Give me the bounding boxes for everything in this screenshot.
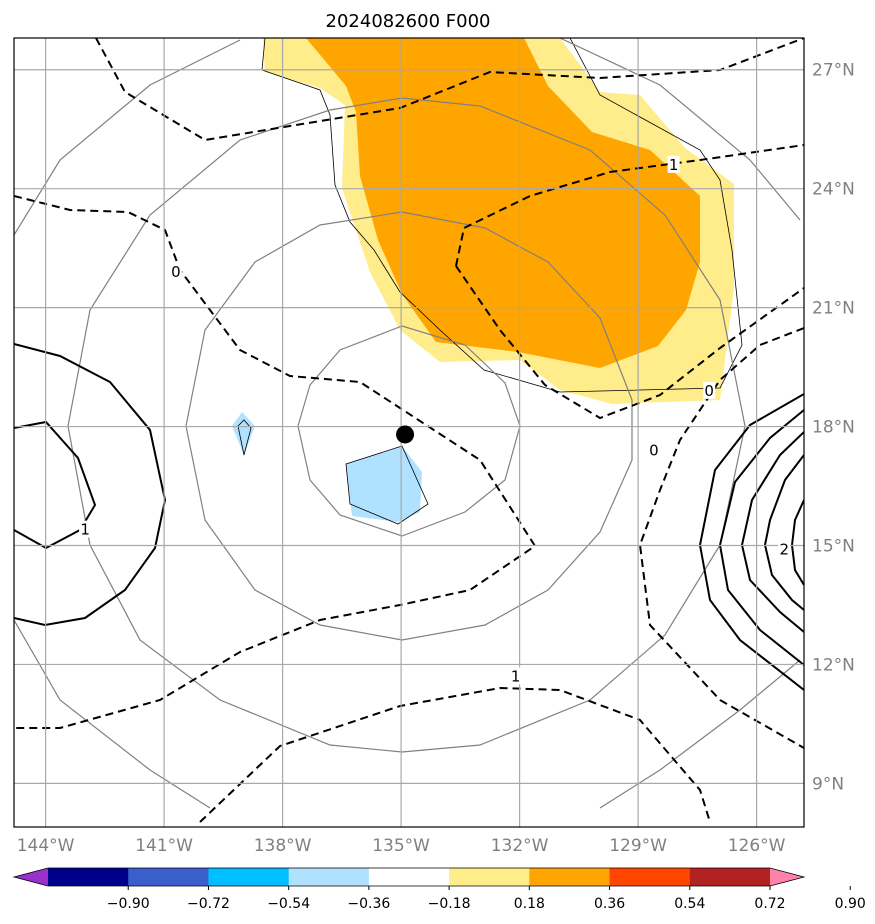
lon-tick-label: 141°W <box>135 836 193 856</box>
contour-label-background <box>647 441 660 459</box>
solid-contour-east-5 <box>790 499 804 586</box>
contour-label-background <box>79 520 92 538</box>
contour-label: 0 <box>171 263 181 281</box>
colorbar-segment <box>288 868 370 886</box>
colorbar-tick-label: −0.90 <box>107 896 150 912</box>
lat-tick-label: 24°N <box>812 180 855 200</box>
lon-tick-label: 129°W <box>609 836 667 856</box>
negative-anomaly-small-fill <box>232 412 255 455</box>
range-ring-4 <box>14 38 801 809</box>
colorbar-segment <box>609 868 691 886</box>
lat-tick-label: 9°N <box>812 774 844 794</box>
lat-tick-label: 15°N <box>812 536 855 556</box>
gridlines <box>14 38 804 827</box>
contour-label: 2 <box>779 540 789 558</box>
negative-anomaly-outline <box>345 445 429 525</box>
colorbar-tick-label: 0.18 <box>514 896 545 912</box>
lat-tick-label: 27°N <box>812 61 855 81</box>
colorbar-tick-label: 0.72 <box>754 896 785 912</box>
colorbar-outline <box>12 867 806 887</box>
colorbar: −0.90 −0.72 −0.54 −0.36 −0.18 0.18 0.36 0.54 0.7… <box>12 867 866 912</box>
lon-tick-label: 126°W <box>728 836 786 856</box>
contour-label-background <box>667 155 680 173</box>
dashed-contour-one-north <box>455 144 804 267</box>
range-ring-2 <box>185 211 633 641</box>
colorbar-tick-label: −0.36 <box>347 896 390 912</box>
lat-tick-label: 12°N <box>812 655 855 675</box>
plot-frame <box>13 37 805 828</box>
lon-tick-label: 135°W <box>372 836 430 856</box>
dashed-contour-zero-east <box>638 327 804 749</box>
dashed-contours <box>14 38 804 823</box>
contour-label: 1 <box>669 156 679 174</box>
colorbar-tick-label: 0.54 <box>674 896 705 912</box>
storm-center-marker <box>396 425 415 444</box>
lon-tick-label: 144°W <box>17 836 75 856</box>
dashed-contour-one-south <box>199 686 711 823</box>
colorbar-segment <box>529 868 611 886</box>
contour-label-background <box>169 262 182 280</box>
map-area: 1 0 0 0 1 2 1 <box>14 38 804 827</box>
contour-label: 1 <box>511 667 521 685</box>
colorbar-segment <box>689 868 771 886</box>
dashed-contour-zero-west <box>14 195 537 729</box>
negative-anomaly-fill <box>346 446 422 522</box>
longitude-labels: 144°W 141°W 138°W 135°W 132°W 129°W 126°W <box>17 836 786 856</box>
solid-contour-west-outer <box>14 343 167 627</box>
lon-tick-label: 138°W <box>254 836 312 856</box>
colorbar-segment <box>128 868 209 886</box>
contour-label-background <box>703 381 716 399</box>
solid-contour-east-4 <box>763 454 804 611</box>
lon-tick-label: 132°W <box>491 836 549 856</box>
contour-label: 1 <box>80 521 90 539</box>
colorbar-segment <box>368 868 450 886</box>
negative-anomaly-small-outline <box>237 419 252 456</box>
colorbar-extend-low <box>14 868 48 886</box>
dashed-contour-upper <box>95 38 804 142</box>
positive-anomaly-orange-fill <box>306 38 700 368</box>
dashed-contour-one-north-lower <box>455 265 804 420</box>
contour-label: 0 <box>704 382 714 400</box>
contour-labels: 1 0 0 0 1 2 1 <box>79 155 791 685</box>
colorbar-segment <box>48 868 129 886</box>
latitude-labels: 9°N 12°N 15°N 18°N 21°N 24°N 27°N <box>812 61 855 795</box>
chart-title: 2024082600 F000 <box>326 11 491 32</box>
colorbar-tick-label: −0.18 <box>428 896 471 912</box>
colorbar-tick-label: 0.90 <box>835 896 866 912</box>
colorbar-segment <box>449 868 530 886</box>
contour-label: 0 <box>649 441 659 459</box>
colorbar-extend-high <box>770 868 804 886</box>
contour-label-background <box>509 667 522 685</box>
lat-tick-label: 18°N <box>812 418 855 438</box>
colorbar-segment <box>208 868 290 886</box>
colorbar-tick-label: −0.54 <box>267 896 310 912</box>
colorbar-tick-label: 0.36 <box>594 896 625 912</box>
colorbar-tick-label: −0.72 <box>187 896 230 912</box>
contour-label-background <box>778 540 791 558</box>
lat-tick-label: 21°N <box>812 299 855 319</box>
